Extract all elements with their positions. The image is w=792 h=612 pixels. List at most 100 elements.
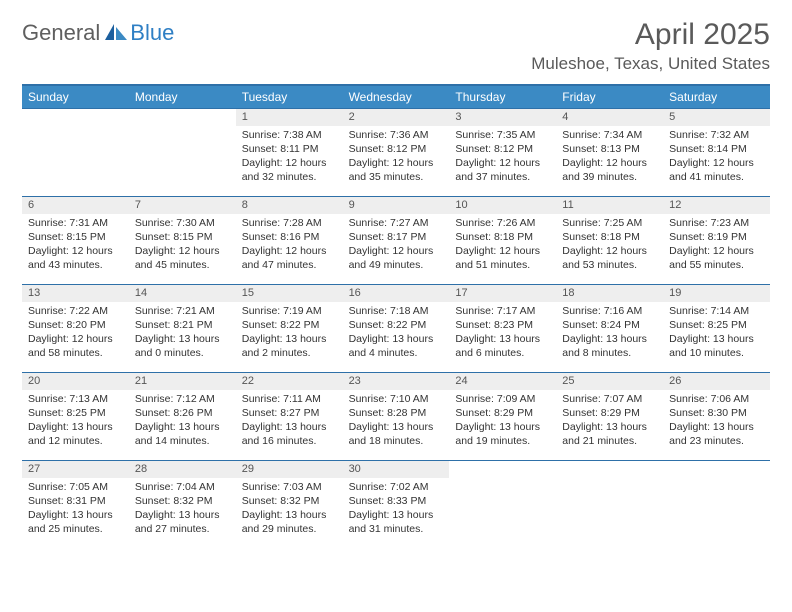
daylight-line: Daylight: 12 hours xyxy=(242,244,337,258)
sunrise-line: Sunrise: 7:23 AM xyxy=(669,216,764,230)
day-details: Sunrise: 7:13 AMSunset: 8:25 PMDaylight:… xyxy=(22,390,129,453)
day-details: Sunrise: 7:10 AMSunset: 8:28 PMDaylight:… xyxy=(343,390,450,453)
day-number: 16 xyxy=(343,285,450,302)
sunset-line: Sunset: 8:31 PM xyxy=(28,494,123,508)
daylight-line-2: and 19 minutes. xyxy=(455,434,550,448)
day-details: Sunrise: 7:22 AMSunset: 8:20 PMDaylight:… xyxy=(22,302,129,365)
daylight-line-2: and 43 minutes. xyxy=(28,258,123,272)
calendar-day: 19Sunrise: 7:14 AMSunset: 8:25 PMDayligh… xyxy=(663,284,770,372)
daylight-line: Daylight: 13 hours xyxy=(242,332,337,346)
title-block: April 2025 Muleshoe, Texas, United State… xyxy=(531,18,770,74)
day-details: Sunrise: 7:19 AMSunset: 8:22 PMDaylight:… xyxy=(236,302,343,365)
sunrise-line: Sunrise: 7:25 AM xyxy=(562,216,657,230)
daylight-line-2: and 37 minutes. xyxy=(455,170,550,184)
sunrise-line: Sunrise: 7:19 AM xyxy=(242,304,337,318)
page-title: April 2025 xyxy=(531,18,770,52)
sunrise-line: Sunrise: 7:10 AM xyxy=(349,392,444,406)
daylight-line-2: and 6 minutes. xyxy=(455,346,550,360)
day-number: 6 xyxy=(22,197,129,214)
sunrise-line: Sunrise: 7:21 AM xyxy=(135,304,230,318)
day-number: 29 xyxy=(236,461,343,478)
sails-icon xyxy=(104,21,128,46)
daylight-line-2: and 16 minutes. xyxy=(242,434,337,448)
calendar-day: 25Sunrise: 7:07 AMSunset: 8:29 PMDayligh… xyxy=(556,372,663,460)
sunset-line: Sunset: 8:32 PM xyxy=(135,494,230,508)
sunrise-line: Sunrise: 7:26 AM xyxy=(455,216,550,230)
daylight-line: Daylight: 12 hours xyxy=(242,156,337,170)
day-number: 15 xyxy=(236,285,343,302)
calendar-day: 24Sunrise: 7:09 AMSunset: 8:29 PMDayligh… xyxy=(449,372,556,460)
sunrise-line: Sunrise: 7:13 AM xyxy=(28,392,123,406)
weekday-header: Saturday xyxy=(663,86,770,108)
sunset-line: Sunset: 8:33 PM xyxy=(349,494,444,508)
sunset-line: Sunset: 8:22 PM xyxy=(242,318,337,332)
daylight-line-2: and 51 minutes. xyxy=(455,258,550,272)
daylight-line-2: and 35 minutes. xyxy=(349,170,444,184)
day-number: 5 xyxy=(663,109,770,126)
daylight-line: Daylight: 12 hours xyxy=(562,244,657,258)
day-details: Sunrise: 7:36 AMSunset: 8:12 PMDaylight:… xyxy=(343,126,450,189)
daylight-line: Daylight: 13 hours xyxy=(28,420,123,434)
sunset-line: Sunset: 8:13 PM xyxy=(562,142,657,156)
calendar-day: 30Sunrise: 7:02 AMSunset: 8:33 PMDayligh… xyxy=(343,460,450,548)
calendar-day: 12Sunrise: 7:23 AMSunset: 8:19 PMDayligh… xyxy=(663,196,770,284)
day-details: Sunrise: 7:14 AMSunset: 8:25 PMDaylight:… xyxy=(663,302,770,365)
day-details: Sunrise: 7:28 AMSunset: 8:16 PMDaylight:… xyxy=(236,214,343,277)
daylight-line-2: and 14 minutes. xyxy=(135,434,230,448)
day-details: Sunrise: 7:17 AMSunset: 8:23 PMDaylight:… xyxy=(449,302,556,365)
day-number: 22 xyxy=(236,373,343,390)
sunset-line: Sunset: 8:26 PM xyxy=(135,406,230,420)
day-details: Sunrise: 7:16 AMSunset: 8:24 PMDaylight:… xyxy=(556,302,663,365)
day-number: 11 xyxy=(556,197,663,214)
daylight-line: Daylight: 12 hours xyxy=(669,156,764,170)
weekday-header: Wednesday xyxy=(343,86,450,108)
sunset-line: Sunset: 8:25 PM xyxy=(28,406,123,420)
daylight-line: Daylight: 13 hours xyxy=(562,332,657,346)
daylight-line-2: and 58 minutes. xyxy=(28,346,123,360)
sunset-line: Sunset: 8:22 PM xyxy=(349,318,444,332)
sunrise-line: Sunrise: 7:17 AM xyxy=(455,304,550,318)
daylight-line: Daylight: 12 hours xyxy=(669,244,764,258)
daylight-line-2: and 31 minutes. xyxy=(349,522,444,536)
day-details: Sunrise: 7:34 AMSunset: 8:13 PMDaylight:… xyxy=(556,126,663,189)
day-number: 27 xyxy=(22,461,129,478)
calendar-grid: 1Sunrise: 7:38 AMSunset: 8:11 PMDaylight… xyxy=(22,108,770,548)
sunrise-line: Sunrise: 7:11 AM xyxy=(242,392,337,406)
sunrise-line: Sunrise: 7:28 AM xyxy=(242,216,337,230)
day-number: 18 xyxy=(556,285,663,302)
daylight-line: Daylight: 13 hours xyxy=(135,508,230,522)
sunrise-line: Sunrise: 7:09 AM xyxy=(455,392,550,406)
day-details: Sunrise: 7:07 AMSunset: 8:29 PMDaylight:… xyxy=(556,390,663,453)
daylight-line: Daylight: 13 hours xyxy=(242,420,337,434)
sunrise-line: Sunrise: 7:31 AM xyxy=(28,216,123,230)
sunrise-line: Sunrise: 7:06 AM xyxy=(669,392,764,406)
calendar-day: 3Sunrise: 7:35 AMSunset: 8:12 PMDaylight… xyxy=(449,108,556,196)
weekday-header: Thursday xyxy=(449,86,556,108)
daylight-line: Daylight: 12 hours xyxy=(562,156,657,170)
sunset-line: Sunset: 8:12 PM xyxy=(349,142,444,156)
weekday-header-row: SundayMondayTuesdayWednesdayThursdayFrid… xyxy=(22,86,770,108)
sunrise-line: Sunrise: 7:05 AM xyxy=(28,480,123,494)
sunset-line: Sunset: 8:19 PM xyxy=(669,230,764,244)
calendar-empty-cell xyxy=(556,460,663,548)
daylight-line-2: and 8 minutes. xyxy=(562,346,657,360)
sunset-line: Sunset: 8:25 PM xyxy=(669,318,764,332)
day-details: Sunrise: 7:12 AMSunset: 8:26 PMDaylight:… xyxy=(129,390,236,453)
sunset-line: Sunset: 8:20 PM xyxy=(28,318,123,332)
sunrise-line: Sunrise: 7:36 AM xyxy=(349,128,444,142)
daylight-line: Daylight: 13 hours xyxy=(135,332,230,346)
calendar-day: 10Sunrise: 7:26 AMSunset: 8:18 PMDayligh… xyxy=(449,196,556,284)
daylight-line-2: and 25 minutes. xyxy=(28,522,123,536)
daylight-line: Daylight: 13 hours xyxy=(242,508,337,522)
day-details: Sunrise: 7:09 AMSunset: 8:29 PMDaylight:… xyxy=(449,390,556,453)
sunrise-line: Sunrise: 7:04 AM xyxy=(135,480,230,494)
day-number: 14 xyxy=(129,285,236,302)
sunrise-line: Sunrise: 7:07 AM xyxy=(562,392,657,406)
daylight-line-2: and 55 minutes. xyxy=(669,258,764,272)
daylight-line: Daylight: 13 hours xyxy=(28,508,123,522)
calendar-day: 8Sunrise: 7:28 AMSunset: 8:16 PMDaylight… xyxy=(236,196,343,284)
day-number: 28 xyxy=(129,461,236,478)
daylight-line-2: and 18 minutes. xyxy=(349,434,444,448)
day-details: Sunrise: 7:23 AMSunset: 8:19 PMDaylight:… xyxy=(663,214,770,277)
sunset-line: Sunset: 8:18 PM xyxy=(455,230,550,244)
